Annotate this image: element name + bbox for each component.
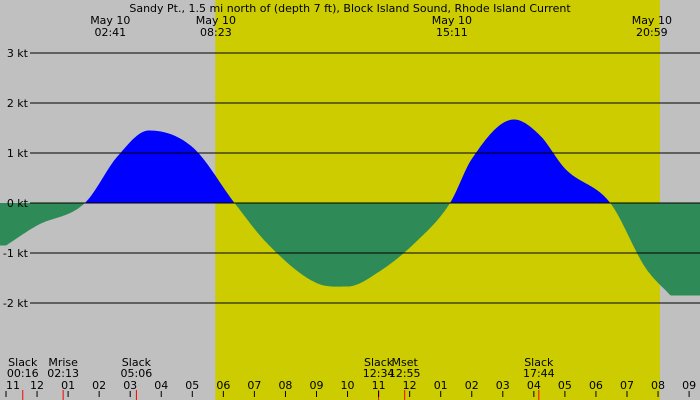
- bottom-event-time: 12:55: [389, 367, 421, 380]
- x-tick-label: 11: [6, 379, 20, 392]
- x-tick-label: 04: [527, 379, 541, 392]
- x-tick-label: 02: [92, 379, 106, 392]
- x-tick-label: 06: [589, 379, 603, 392]
- x-tick-label: 09: [682, 379, 696, 392]
- chart-title: Sandy Pt., 1.5 mi north of (depth 7 ft),…: [129, 2, 571, 15]
- x-tick-label: 12: [403, 379, 417, 392]
- bottom-event-label: Mset: [392, 356, 419, 369]
- current-areas: [0, 119, 700, 296]
- x-tick-label: 07: [620, 379, 634, 392]
- gridlines: [30, 52, 700, 304]
- x-tick-label: 09: [310, 379, 324, 392]
- x-tick-label: 08: [651, 379, 665, 392]
- top-event-time: 15:11: [436, 26, 468, 39]
- bottom-event-time: 17:44: [523, 367, 555, 380]
- top-event-time: 08:23: [200, 26, 232, 39]
- bottom-event-time: 12:34: [363, 367, 395, 380]
- x-tick-label: 03: [496, 379, 510, 392]
- flood-area: [0, 119, 700, 203]
- y-axis-labels: 3 kt 2 kt 1 kt 0 kt -1 kt -2 kt: [3, 47, 29, 310]
- top-event-time: 20:59: [636, 26, 668, 39]
- bottom-event-labels: Slack00:16Mrise02:13Slack05:06Slack12:34…: [7, 356, 555, 400]
- y-tick-label: 3 kt: [7, 47, 29, 60]
- bottom-event-time: 05:06: [121, 367, 153, 380]
- y-tick-label: -1 kt: [3, 247, 29, 260]
- x-tick-label: 04: [154, 379, 168, 392]
- x-tick-label: 02: [465, 379, 479, 392]
- x-tick-label: 06: [216, 379, 230, 392]
- x-tick-label: 05: [185, 379, 199, 392]
- x-axis-labels: 11 12 01 02 03 04 05 06 07 08 09 10 11 12 01 02 03 04 05 06…: [5, 379, 696, 397]
- top-event-date: May 10: [432, 14, 472, 27]
- bottom-event-label: Slack: [524, 356, 554, 369]
- y-tick-label: 0 kt: [7, 197, 29, 210]
- bottom-event-time: 00:16: [7, 367, 39, 380]
- x-tick-label: 05: [558, 379, 572, 392]
- top-event-date: May 10: [90, 14, 130, 27]
- bottom-event-label: Mrise: [48, 356, 78, 369]
- bottom-event-time: 02:13: [47, 367, 79, 380]
- x-tick-label: 01: [61, 379, 75, 392]
- bottom-event-label: Slack: [8, 356, 38, 369]
- y-tick-label: 1 kt: [7, 147, 29, 160]
- x-tick-label: 07: [247, 379, 261, 392]
- bottom-event-label: Slack: [364, 356, 394, 369]
- top-event-date: May 10: [632, 14, 672, 27]
- x-tick-label: 11: [372, 379, 386, 392]
- bottom-event-label: Slack: [122, 356, 152, 369]
- x-tick-label: 12: [30, 379, 44, 392]
- x-tick-label: 03: [123, 379, 137, 392]
- y-tick-label: 2 kt: [7, 97, 29, 110]
- ebb-area: [0, 203, 700, 296]
- top-event-time: 02:41: [94, 26, 126, 39]
- top-event-date: May 10: [196, 14, 236, 27]
- x-tick-label: 08: [278, 379, 292, 392]
- y-tick-label: -2 kt: [3, 297, 29, 310]
- x-tick-label: 01: [434, 379, 448, 392]
- x-tick-label: 10: [341, 379, 355, 392]
